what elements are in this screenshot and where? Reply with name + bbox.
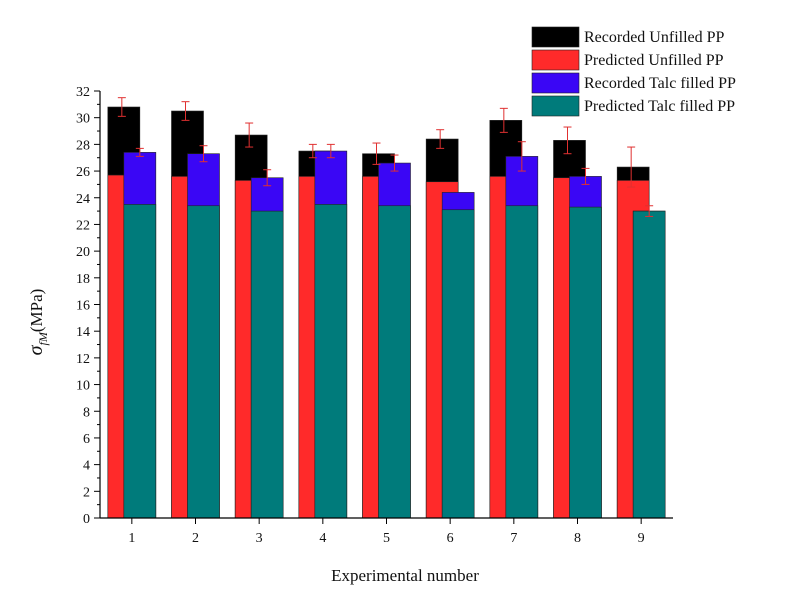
error-bar-recorded-talc-filled-pp-4 [326,143,335,159]
error-bar-recorded-talc-filled-pp-9 [645,205,654,217]
x-tick-label: 4 [319,531,326,546]
y-tick-label: 32 [76,85,90,100]
x-tick-label: 7 [510,531,517,546]
error-bar-recorded-unfilled-pp-3 [245,122,254,148]
legend-label-predicted-talc-filled-pp: Predicted Talc filled PP [584,98,735,115]
y-tick-label: 8 [83,405,90,420]
y-tick-label: 12 [76,352,90,367]
y-tick-label: 26 [76,165,90,180]
y-tick-label: 16 [76,299,90,314]
y-axis-subscript: fM [36,331,50,345]
bar-predicted-talc-filled-pp-8 [569,206,602,519]
x-tick-label: 6 [447,531,454,546]
bar-predicted-talc-filled-pp-5 [378,205,411,519]
y-tick-label: 2 [83,485,90,500]
y-axis-unit: (MPa) [27,289,46,332]
y-tick-label: 30 [76,112,90,127]
y-tick-label: 24 [76,192,90,207]
error-bar-recorded-unfilled-pp-7 [499,107,508,133]
errorbars-layer [117,97,654,217]
error-bar-recorded-talc-filled-pp-5 [390,154,399,172]
y-tick-label: 22 [76,218,90,233]
bar-predicted-talc-filled-pp-2 [187,205,220,519]
x-tick-label: 2 [192,531,199,546]
x-axis-title: Experimental number [331,566,479,585]
bars-layer [107,106,666,519]
error-bar-recorded-talc-filled-pp-2 [199,145,208,163]
x-tick-label: 1 [128,531,135,546]
error-bar-recorded-unfilled-pp-5 [372,142,381,165]
x-tick-label: 9 [638,531,645,546]
legend-swatch-predicted-unfilled-pp [531,49,580,71]
legend-swatch-recorded-talc-filled-pp [531,72,580,94]
legend-swatch-predicted-talc-filled-pp [531,95,580,117]
legend-label-recorded-unfilled-pp: Recorded Unfilled PP [584,29,725,46]
x-tick-label: 3 [256,531,263,546]
error-bar-recorded-unfilled-pp-2 [181,101,190,121]
y-tick-label: 10 [76,379,90,394]
error-bar-recorded-talc-filled-pp-1 [135,147,144,157]
y-tick-label: 4 [83,459,90,474]
bar-predicted-talc-filled-pp-9 [632,210,666,519]
y-tick-label: 20 [76,245,90,260]
legend-label-recorded-talc-filled-pp: Recorded Talc filled PP [584,75,736,92]
error-bar-recorded-unfilled-pp-4 [308,143,317,159]
legend: Recorded Unfilled PP Predicted Unfilled P… [531,26,736,117]
y-tick-label: 0 [83,512,90,527]
error-bar-recorded-unfilled-pp-9 [627,146,636,188]
error-bar-recorded-talc-filled-pp-8 [581,167,590,185]
legend-swatch-recorded-unfilled-pp [531,26,580,48]
x-ticks: 1 2 3 4 5 6 7 8 9 [128,518,645,546]
bar-predicted-talc-filled-pp-1 [123,204,157,519]
y-axis-title: σfM(MPa) [25,289,50,356]
bar-predicted-talc-filled-pp-4 [314,204,348,519]
error-bar-recorded-talc-filled-pp-3 [263,169,272,187]
error-bar-recorded-unfilled-pp-8 [563,126,572,155]
y-tick-label: 6 [83,432,90,447]
x-tick-label: 5 [383,531,390,546]
bar-predicted-talc-filled-pp-6 [441,209,475,519]
legend-label-predicted-unfilled-pp: Predicted Unfilled PP [584,52,724,69]
bar-predicted-talc-filled-pp-7 [505,205,539,519]
y-tick-label: 18 [76,272,90,287]
bar-predicted-talc-filled-pp-3 [250,210,284,519]
error-bar-recorded-unfilled-pp-6 [436,129,445,149]
x-tick-label: 8 [574,531,581,546]
y-tick-label: 28 [76,138,90,153]
y-tick-label: 14 [76,325,90,340]
error-bar-recorded-talc-filled-pp-7 [517,141,526,172]
error-bar-recorded-unfilled-pp-1 [117,97,126,117]
y-axis-symbol: σ [25,344,47,355]
